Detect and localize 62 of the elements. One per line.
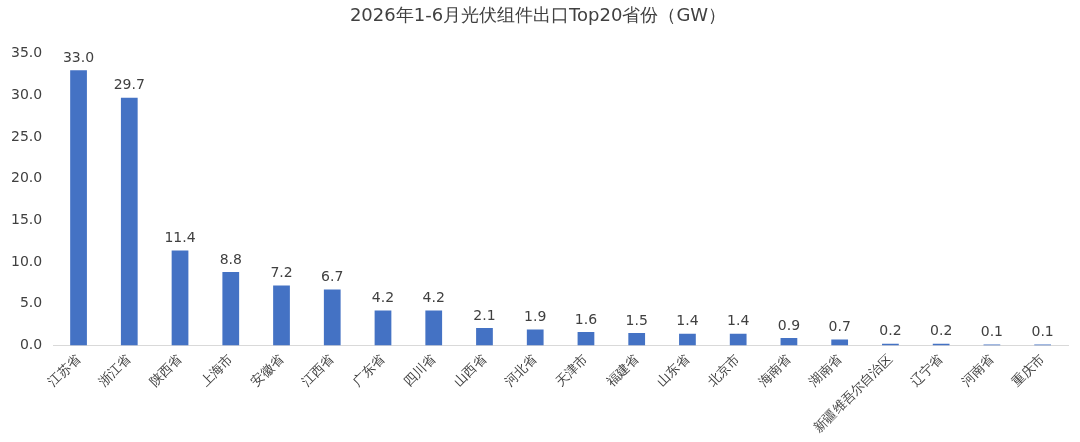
data-label: 0.7 [828, 318, 851, 335]
bar [374, 310, 392, 346]
bar [577, 332, 595, 346]
bar [222, 272, 240, 346]
x-tick-label: 浙江省 [95, 350, 134, 390]
data-label: 1.6 [574, 310, 598, 327]
bar [679, 333, 696, 346]
y-tick-label: 35.0 [11, 44, 43, 61]
x-tick-label: 重庆市 [1008, 350, 1048, 390]
y-tick-label: 20.0 [11, 169, 43, 186]
data-label: 1.5 [625, 311, 648, 328]
data-label: 0.1 [1031, 323, 1054, 340]
bar [171, 250, 189, 346]
y-tick-label: 0.0 [19, 336, 43, 353]
data-label: 4.2 [422, 289, 445, 306]
x-tick-label: 辽宁省 [907, 350, 946, 390]
x-tick-label: 山东省 [653, 350, 692, 390]
data-label: 8.8 [219, 250, 242, 267]
bar [425, 310, 443, 346]
data-label: 11.4 [164, 229, 196, 246]
data-label: 1.4 [676, 312, 699, 329]
data-label: 4.2 [371, 289, 395, 306]
data-label: 7.2 [270, 264, 293, 281]
y-tick-label: 30.0 [11, 85, 43, 102]
x-tick-label: 江苏省 [44, 350, 84, 390]
data-label: 0.9 [777, 316, 801, 333]
data-label: 2.1 [473, 306, 496, 323]
x-tick-label: 海南省 [755, 350, 794, 390]
data-label: 0.2 [930, 322, 953, 339]
bar [70, 70, 87, 346]
data-label: 6.7 [321, 268, 344, 285]
x-tick-label: 陕西省 [146, 350, 185, 390]
data-label: 33.0 [62, 48, 95, 65]
bar [526, 329, 544, 346]
x-tick-label: 湖南省 [805, 350, 845, 390]
bar [476, 327, 493, 346]
data-label: 0.2 [879, 322, 902, 339]
y-tick-label: 5.0 [19, 294, 43, 311]
x-tick-label: 山西省 [450, 350, 489, 390]
x-tick-label: 安徽省 [247, 350, 287, 390]
bar [323, 289, 341, 346]
x-tick-label: 江西省 [298, 350, 337, 390]
data-label: 1.9 [524, 308, 547, 325]
bar [729, 333, 747, 346]
data-label: 0.1 [980, 323, 1004, 340]
bar [273, 285, 290, 346]
bar [120, 97, 138, 346]
x-tick-label: 上海市 [197, 350, 236, 390]
x-tick-label: 福建省 [603, 350, 642, 390]
y-tick-label: 25.0 [11, 127, 43, 144]
x-tick-label: 河南省 [958, 350, 997, 390]
x-tick-label: 广东省 [349, 350, 388, 390]
y-tick-label: 15.0 [11, 211, 43, 227]
data-label: 1.4 [727, 312, 750, 329]
x-tick-label: 河北省 [501, 350, 540, 390]
data-label: 29.7 [113, 76, 145, 93]
bar [628, 332, 646, 346]
y-tick-label: 10.0 [11, 252, 43, 269]
x-tick-label: 北京市 [704, 350, 743, 390]
chart-title: 2026年1-6月光伏组件出口Top20省份（GW） [349, 4, 727, 26]
x-tick-label: 天津市 [552, 350, 591, 390]
x-tick-label: 四川省 [400, 350, 439, 390]
